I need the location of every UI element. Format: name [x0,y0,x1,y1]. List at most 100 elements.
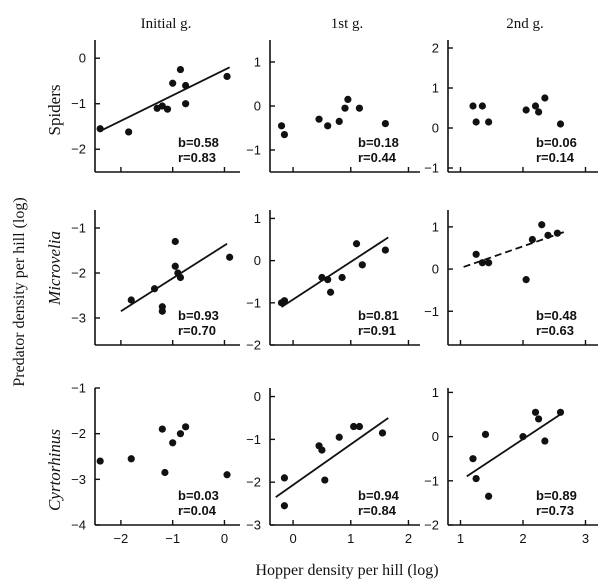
x-tick-label: −2 [113,531,128,546]
y-tick-label: −1 [424,304,439,319]
data-point [127,455,135,463]
y-tick-label: −2 [424,518,439,533]
data-point [176,273,185,282]
data-point [541,94,549,102]
y-tick-label: 0 [254,253,261,268]
y-tick-label: −3 [71,311,86,326]
data-point [171,262,179,270]
regression-line [281,236,389,308]
y-tick-label: −1 [71,96,86,111]
y-tick-label: −2 [71,426,86,441]
y-tick-label: 0 [254,389,261,404]
data-point [481,430,490,439]
data-point [553,229,561,237]
data-point [341,104,349,112]
regression-line [120,242,228,313]
y-tick-label: −4 [71,518,86,533]
correlation-label: r=0.63 [536,323,574,338]
data-point [519,433,527,441]
data-point [226,253,234,261]
data-point [182,423,190,431]
data-point [326,288,335,296]
data-point [150,285,159,293]
y-tick-label: −1 [246,143,261,158]
data-point [324,276,332,284]
panel-spiders-1st: 1 0 −1 b=0.18r=0.44 [246,40,420,173]
row-title-microvelia: Microvelia [45,231,64,306]
y-tick-label: 2 [432,41,439,56]
correlation-label: r=0.14 [536,150,575,165]
slope-label: b=0.03 [178,488,219,503]
data-point [318,273,326,282]
y-tick-label: 0 [432,121,439,136]
data-point [96,457,104,465]
data-point [472,250,480,258]
slope-label: b=0.58 [178,135,219,150]
panel-cyrtorhinus-1st: 0 −1 −2 −3 0 1 2 b=0.94r=0.84 [246,388,420,546]
data-point [161,468,169,477]
data-point [158,102,166,110]
slope-label: b=0.18 [358,135,399,150]
data-point [556,408,565,416]
correlation-label: r=0.83 [178,150,216,165]
row-title-cyrtorhinus: Cyrtorhinus [45,429,64,511]
data-point [277,122,286,130]
data-point [280,474,289,482]
data-point [315,115,323,123]
data-point [485,259,493,267]
data-point [541,437,549,445]
data-point [338,273,346,282]
data-point [355,104,364,112]
data-point [381,246,389,254]
y-tick-label: −2 [71,142,86,157]
data-point [335,117,343,125]
correlation-label: r=0.44 [358,150,397,165]
x-axis-label: Hopper density per hill (log) [255,562,438,579]
data-point [528,235,536,244]
correlation-label: r=0.70 [178,323,216,338]
data-point [350,422,358,431]
data-point [472,118,480,126]
data-point [158,425,166,433]
slope-label: b=0.81 [358,308,399,323]
x-tick-label: 2 [405,531,412,546]
data-point [182,81,190,90]
y-tick-label: −1 [424,161,439,176]
data-point [522,276,530,284]
x-tick-label: −1 [165,531,180,546]
y-tick-label: −1 [424,473,439,488]
data-point [169,79,177,87]
panel-cyrtorhinus-2nd: 1 0 −1 −2 1 2 3 b=0.89r=0.73 [424,385,598,546]
data-point [223,72,231,81]
data-point [318,446,326,454]
data-point [163,105,172,113]
data-point [485,492,493,500]
y-tick-label: −3 [246,518,261,533]
data-point [127,296,135,304]
slope-label: b=0.89 [536,488,577,503]
data-point [352,240,361,248]
panel-spiders-initial: 0 −1 −2 b=0.58r=0.83 [71,40,240,173]
x-tick-label: 2 [519,531,526,546]
y-tick-label: −1 [71,221,86,236]
data-point [344,95,352,103]
y-axis-label: Predator density per hill (log) [11,197,28,386]
x-tick-label: 0 [289,531,296,546]
slope-label: b=0.93 [178,308,219,323]
data-point [535,108,543,116]
data-point [544,231,552,239]
data-point [176,430,185,438]
y-tick-label: −2 [246,475,261,490]
regression-line [275,417,389,498]
column-title-2nd: 2nd g. [506,16,544,32]
data-point [158,307,166,315]
data-point [280,131,289,139]
data-point [223,471,231,479]
data-point [176,65,185,74]
data-point [469,455,477,463]
column-title-initial: Initial g. [141,16,192,32]
data-point [381,120,389,128]
y-tick-label: −2 [246,338,261,353]
panel-microvelia-initial: −1 −2 −3 b=0.93r=0.70 [71,210,240,346]
